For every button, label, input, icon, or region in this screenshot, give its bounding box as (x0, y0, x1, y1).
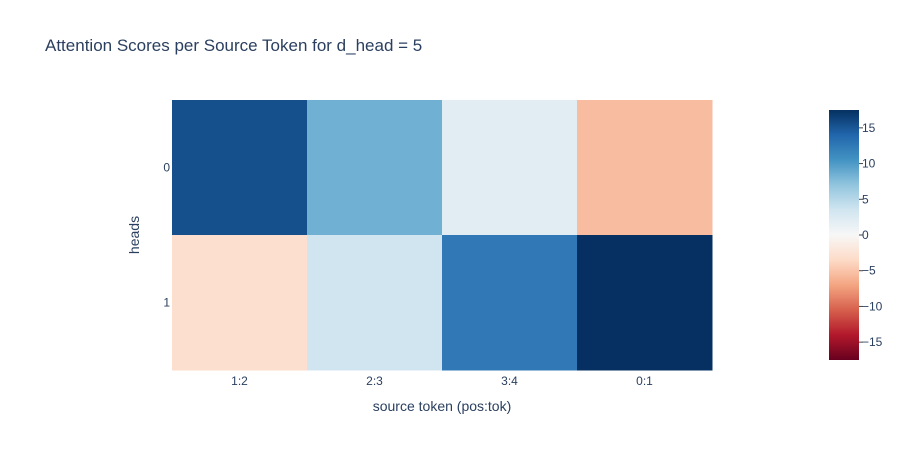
colorbar-tick-label: 5 (862, 192, 869, 206)
heatmap-cell[interactable] (442, 235, 578, 371)
heatmap-cell[interactable] (307, 100, 443, 236)
y-axis-label: heads (126, 216, 142, 254)
heatmap-cell[interactable] (307, 235, 443, 371)
y-tick-label: 0 (163, 161, 170, 175)
x-tick-label: 2:3 (366, 374, 383, 388)
heatmap-cell[interactable] (577, 235, 713, 371)
colorbar-tick-label: 10 (862, 157, 876, 171)
colorbar-tick-labels: 15 10 5 0 −5 −10 −15 (859, 121, 883, 349)
x-tick-labels: 1:2 2:3 3:4 0:1 (231, 374, 653, 388)
colorbar-tick-label: −5 (862, 264, 876, 278)
colorbar-tick-label: 0 (862, 228, 869, 242)
heatmap-cell[interactable] (172, 235, 308, 371)
chart-title: Attention Scores per Source Token for d_… (45, 36, 422, 55)
colorbar-tick-label: −15 (862, 335, 883, 349)
colorbar-tick-label: −10 (862, 299, 883, 313)
y-tick-labels: 01 (163, 161, 170, 310)
heatmap-cells (172, 100, 713, 371)
x-tick-label: 1:2 (231, 374, 248, 388)
heatmap-cell[interactable] (577, 100, 713, 236)
y-tick-label: 1 (163, 296, 170, 310)
x-axis-label: source token (pos:tok) (373, 398, 512, 414)
x-tick-label: 3:4 (501, 374, 518, 388)
heatmap-cell[interactable] (172, 100, 308, 236)
colorbar-gradient (829, 110, 859, 360)
heatmap-cell[interactable] (442, 100, 578, 236)
x-tick-label: 0:1 (636, 374, 653, 388)
colorbar: 15 10 5 0 −5 −10 −15 (829, 110, 883, 360)
colorbar-tick-label: 15 (862, 121, 876, 135)
